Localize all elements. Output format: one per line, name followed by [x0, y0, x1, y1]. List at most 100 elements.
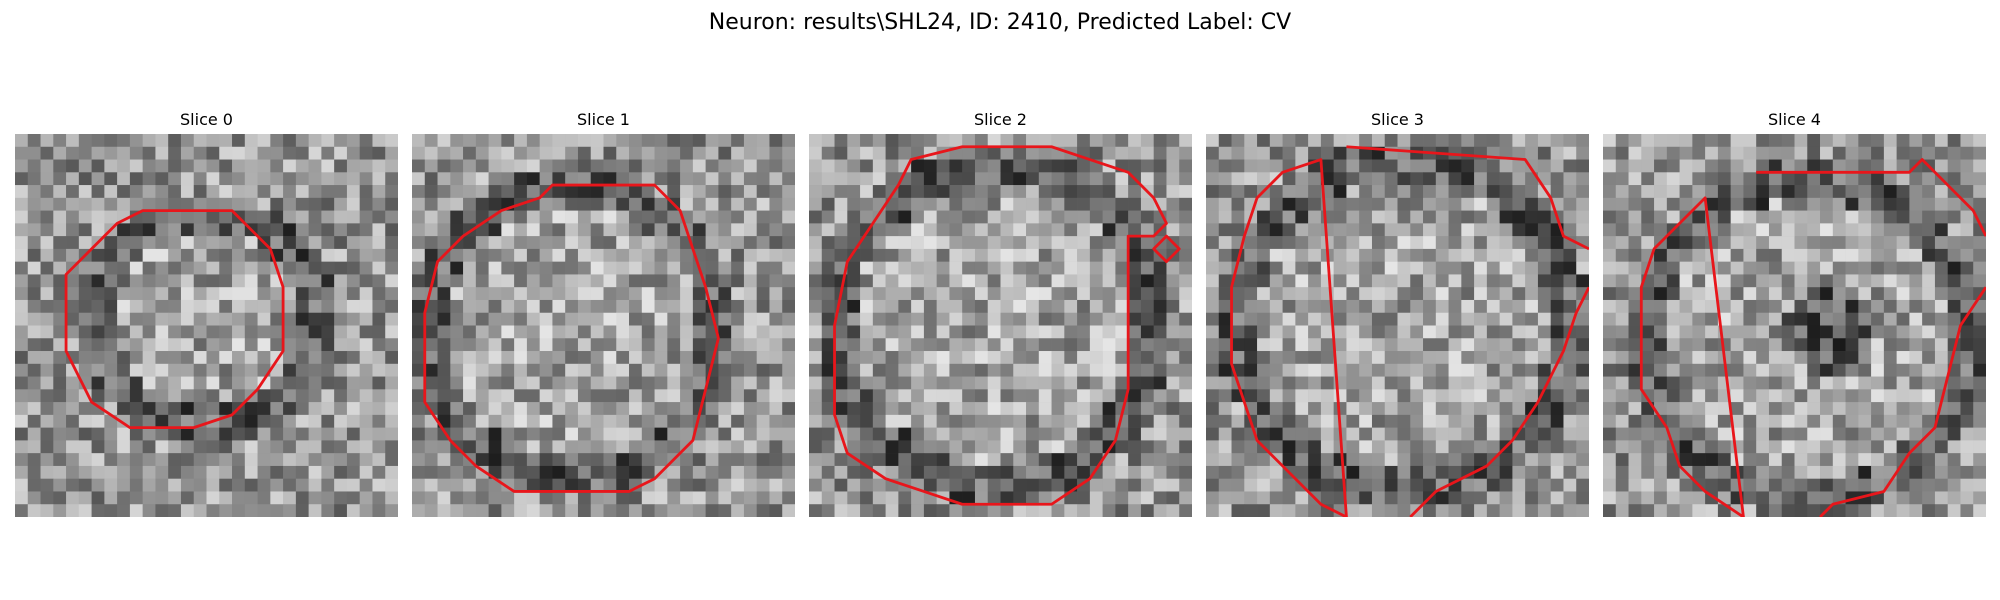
image-pixel: [718, 504, 732, 517]
image-pixel: [1410, 312, 1424, 326]
image-pixel: [1166, 363, 1180, 377]
image-pixel: [232, 376, 246, 390]
image-pixel: [1705, 504, 1719, 517]
image-pixel: [1832, 440, 1846, 454]
image-pixel: [809, 248, 823, 262]
image-pixel: [437, 491, 451, 505]
image-pixel: [1346, 440, 1360, 454]
image-pixel: [936, 440, 950, 454]
image-pixel: [603, 146, 617, 160]
image-pixel: [1628, 325, 1642, 339]
image-pixel: [91, 287, 105, 301]
image-pixel: [270, 427, 284, 441]
image-pixel: [629, 465, 643, 479]
image-pixel: [718, 478, 732, 492]
image-pixel: [1371, 376, 1385, 390]
image-pixel: [180, 338, 194, 352]
image-pixel: [898, 491, 912, 505]
image-pixel: [1576, 363, 1589, 377]
image-pixel: [53, 465, 67, 479]
image-pixel: [117, 389, 131, 403]
image-pixel: [590, 185, 604, 199]
image-pixel: [1089, 197, 1103, 211]
image-pixel: [1308, 185, 1322, 199]
image-pixel: [295, 402, 309, 416]
image-pixel: [565, 185, 579, 199]
image-pixel: [1410, 159, 1424, 173]
image-pixel: [974, 299, 988, 313]
image-pixel: [1525, 453, 1539, 467]
image-pixel: [1960, 402, 1974, 416]
image-pixel: [1371, 312, 1385, 326]
image-pixel: [475, 248, 489, 262]
image-pixel: [1244, 172, 1258, 186]
image-pixel: [1525, 299, 1539, 313]
image-pixel: [654, 146, 668, 160]
image-pixel: [1359, 504, 1373, 517]
image-pixel: [1537, 274, 1551, 288]
image-pixel: [168, 440, 182, 454]
image-pixel: [1871, 210, 1885, 224]
image-pixel: [1295, 146, 1309, 160]
image-pixel: [1295, 210, 1309, 224]
image-pixel: [1051, 299, 1065, 313]
image-pixel: [1153, 338, 1167, 352]
image-pixel: [1013, 453, 1027, 467]
image-pixel: [731, 376, 745, 390]
image-pixel: [1563, 134, 1577, 148]
image-pixel: [809, 465, 823, 479]
image-pixel: [257, 274, 271, 288]
image-pixel: [1346, 223, 1360, 237]
image-pixel: [539, 440, 553, 454]
image-pixel: [769, 414, 783, 428]
image-pixel: [346, 325, 360, 339]
image-pixel: [1717, 261, 1731, 275]
image-pixel: [142, 312, 156, 326]
image-pixel: [1244, 299, 1258, 313]
image-pixel: [1346, 210, 1360, 224]
image-pixel: [1474, 351, 1488, 365]
image-pixel: [15, 453, 29, 467]
image-pixel: [718, 185, 732, 199]
image-pixel: [1922, 185, 1936, 199]
image-pixel: [1525, 491, 1539, 505]
image-pixel: [1615, 427, 1629, 441]
image-pixel: [295, 287, 309, 301]
image-pixel: [974, 210, 988, 224]
image-pixel: [155, 402, 169, 416]
image-pixel: [898, 376, 912, 390]
image-pixel: [1628, 491, 1642, 505]
image-pixel: [27, 427, 41, 441]
image-pixel: [295, 299, 309, 313]
image-pixel: [1743, 274, 1757, 288]
image-pixel: [898, 146, 912, 160]
image-pixel: [295, 427, 309, 441]
image-pixel: [412, 504, 426, 517]
image-pixel: [1282, 453, 1296, 467]
image-pixel: [1244, 261, 1258, 275]
image-pixel: [1973, 325, 1986, 339]
image-pixel: [1077, 210, 1091, 224]
image-pixel: [1410, 491, 1424, 505]
image-pixel: [372, 248, 386, 262]
image-pixel: [1077, 223, 1091, 237]
image-pixel: [244, 312, 258, 326]
image-pixel: [641, 389, 655, 403]
image-pixel: [1461, 351, 1475, 365]
image-pixel: [1909, 261, 1923, 275]
image-pixel: [1051, 223, 1065, 237]
image-pixel: [372, 363, 386, 377]
image-pixel: [155, 414, 169, 428]
image-pixel: [603, 185, 617, 199]
image-pixel: [949, 248, 963, 262]
image-pixel: [129, 236, 143, 250]
image-pixel: [1231, 402, 1245, 416]
image-pixel: [385, 261, 398, 275]
image-pixel: [1717, 210, 1731, 224]
image-pixel: [412, 185, 426, 199]
image-pixel: [1397, 325, 1411, 339]
image-pixel: [1883, 402, 1897, 416]
image-pixel: [346, 351, 360, 365]
image-pixel: [1615, 223, 1629, 237]
image-pixel: [1346, 453, 1360, 467]
